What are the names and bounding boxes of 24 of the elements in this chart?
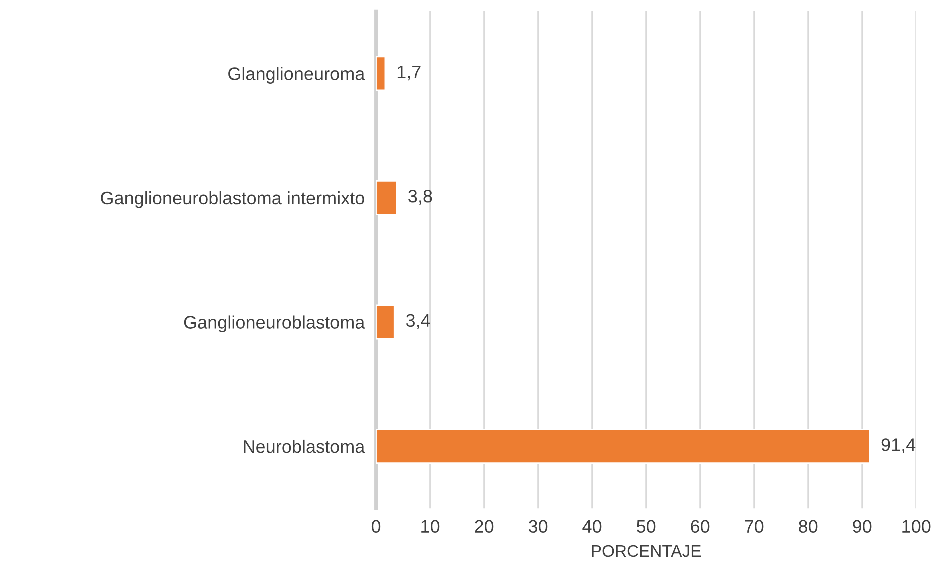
bar: [376, 429, 871, 464]
x-tick-label: 90: [853, 520, 872, 534]
bar: [376, 180, 398, 216]
x-tick-label: 0: [372, 520, 381, 534]
x-tick-label: 80: [799, 520, 818, 534]
bar: [376, 56, 386, 92]
data-label: 1,7: [398, 66, 421, 81]
x-tick-label: 20: [475, 520, 494, 534]
data-label: 3,4: [406, 314, 430, 330]
data-label: 3,8: [408, 190, 432, 205]
y-tick-label: Ganglioneuroblastoma intermixto: [101, 191, 364, 208]
x-axis-title: PORCENTAJE: [592, 545, 702, 558]
x-tick-label: 60: [691, 520, 710, 534]
x-tick-label: 50: [636, 520, 656, 534]
y-tick-label: Neuroblastoma: [244, 440, 366, 454]
y-tick-label: Ganglioneuroblastoma: [184, 316, 366, 333]
data-label: 91,4: [882, 438, 916, 454]
x-tick-label: 40: [582, 520, 602, 534]
x-tick-label: 30: [528, 520, 548, 534]
bar: [376, 304, 396, 340]
x-tick-label: 70: [745, 520, 764, 534]
x-tick-label: 10: [422, 520, 440, 534]
y-tick-label: Glanglioneuroma: [228, 67, 366, 84]
x-tick-label: 100: [902, 520, 931, 534]
